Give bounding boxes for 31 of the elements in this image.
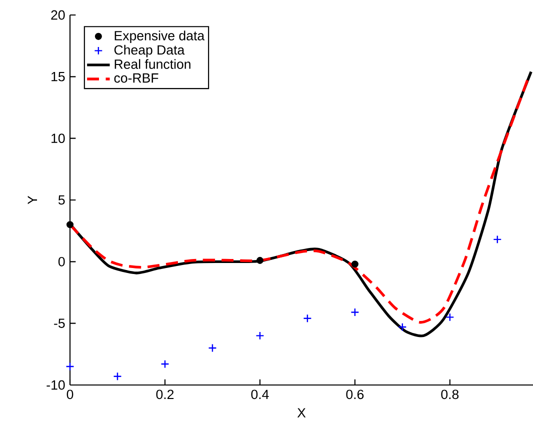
y-tick-label: 5 (58, 195, 65, 205)
legend-label: Cheap Data (114, 44, 185, 58)
point (256, 331, 264, 340)
legend-label: Expensive data (114, 30, 205, 43)
legend-label: Real function (114, 59, 190, 69)
y-tick-label: -5 (54, 318, 65, 328)
x-tick-label: 0 (66, 390, 74, 400)
y-tick-label: 15 (52, 72, 65, 82)
y-tick-label: 0 (58, 256, 65, 266)
x-tick-label: 0.6 (346, 390, 364, 400)
point (160, 360, 170, 368)
x-axis-title: X (297, 408, 306, 418)
point (446, 312, 454, 322)
point (493, 235, 502, 244)
x-tick-label: 0.4 (251, 390, 269, 400)
point (66, 221, 74, 228)
legend-label: co-RBF (114, 73, 158, 83)
x-tick-label: 0.8 (441, 390, 459, 400)
y-tick-label: 10 (52, 134, 65, 144)
point (350, 308, 360, 317)
point (303, 314, 312, 323)
x-tick-label: 0.2 (156, 390, 174, 400)
point (398, 322, 407, 332)
y-tick-label: -10 (46, 380, 65, 390)
y-tick-label: 20 (51, 10, 65, 20)
y-axis-title: Y (28, 196, 37, 204)
point (208, 344, 217, 352)
point (351, 260, 358, 268)
point (256, 256, 264, 264)
point (66, 362, 74, 371)
point (113, 372, 122, 381)
